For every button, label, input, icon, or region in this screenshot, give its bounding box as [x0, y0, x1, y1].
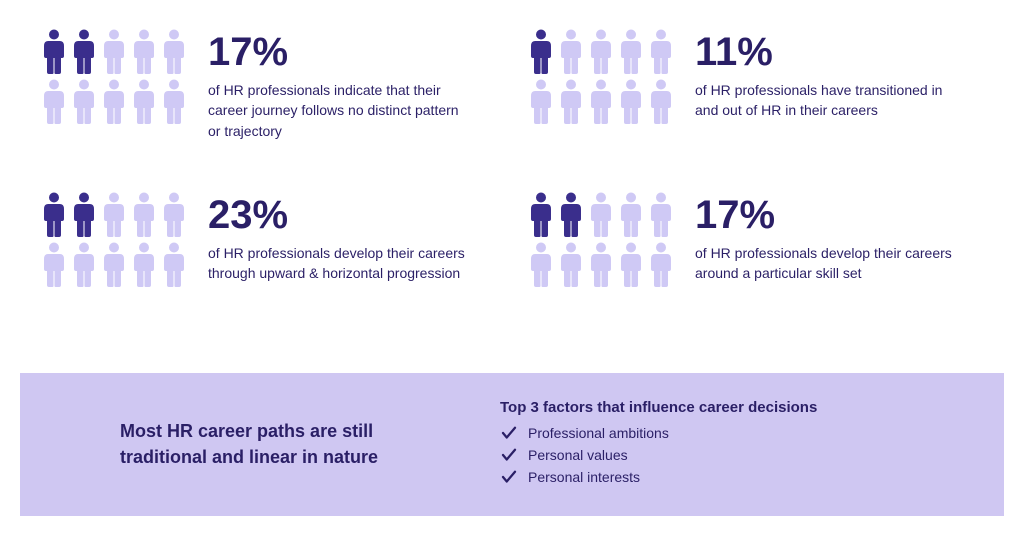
check-icon: [500, 424, 518, 442]
person-icon: [70, 28, 98, 74]
people-row: [40, 28, 188, 74]
person-icon: [160, 241, 188, 287]
factor-label: Personal values: [528, 447, 628, 463]
person-icon: [40, 78, 68, 124]
person-icon: [130, 191, 158, 237]
stat-block: 23% of HR professionals develop their car…: [40, 191, 497, 287]
person-icon: [130, 78, 158, 124]
person-icon: [160, 78, 188, 124]
factor-item: Personal values: [500, 446, 964, 464]
person-icon: [617, 28, 645, 74]
stat-percent: 17%: [695, 195, 984, 235]
person-icon: [647, 28, 675, 74]
people-row: [40, 241, 188, 287]
person-icon: [617, 78, 645, 124]
people-row: [40, 191, 188, 237]
stat-text: 23% of HR professionals develop their car…: [208, 191, 497, 284]
person-icon: [587, 28, 615, 74]
person-icon: [527, 191, 555, 237]
footer-headline: Most HR career paths are still tradition…: [120, 419, 440, 469]
person-icon: [587, 191, 615, 237]
factor-item: Professional ambitions: [500, 424, 964, 442]
factor-label: Personal interests: [528, 469, 640, 485]
stats-grid: 17% of HR professionals indicate that the…: [0, 0, 1024, 307]
person-icon: [617, 191, 645, 237]
person-icon: [527, 241, 555, 287]
person-icon: [70, 241, 98, 287]
person-icon: [100, 28, 128, 74]
person-icon: [647, 78, 675, 124]
person-icon: [100, 191, 128, 237]
person-icon: [557, 241, 585, 287]
person-icon: [647, 191, 675, 237]
person-icon: [70, 78, 98, 124]
person-icon: [527, 28, 555, 74]
person-icon: [527, 78, 555, 124]
stat-block: 11% of HR professionals have transitioned…: [527, 28, 984, 141]
factor-label: Professional ambitions: [528, 425, 669, 441]
stat-percent: 11%: [695, 32, 984, 72]
person-icon: [100, 78, 128, 124]
stat-block: 17% of HR professionals develop their car…: [527, 191, 984, 287]
person-icon: [647, 241, 675, 287]
person-icon: [40, 191, 68, 237]
stat-text: 11% of HR professionals have transitioned…: [695, 28, 984, 121]
stat-block: 17% of HR professionals indicate that the…: [40, 28, 497, 141]
person-icon: [557, 191, 585, 237]
people-pictogram: [40, 191, 188, 287]
stat-percent: 17%: [208, 32, 497, 72]
stat-text: 17% of HR professionals develop their car…: [695, 191, 984, 284]
check-icon: [500, 446, 518, 464]
factors-title: Top 3 factors that influence career deci…: [500, 399, 964, 416]
people-row: [527, 28, 675, 74]
person-icon: [160, 191, 188, 237]
person-icon: [587, 78, 615, 124]
footer-bar: Most HR career paths are still tradition…: [20, 373, 1004, 516]
person-icon: [557, 28, 585, 74]
person-icon: [160, 28, 188, 74]
factors-list: Professional ambitions Personal values P…: [500, 424, 964, 486]
stat-text: 17% of HR professionals indicate that the…: [208, 28, 497, 141]
factor-item: Personal interests: [500, 468, 964, 486]
person-icon: [130, 28, 158, 74]
person-icon: [40, 28, 68, 74]
stat-description: of HR professionals develop their career…: [208, 243, 468, 284]
person-icon: [617, 241, 645, 287]
person-icon: [70, 191, 98, 237]
stat-description: of HR professionals have transitioned in…: [695, 80, 955, 121]
stat-percent: 23%: [208, 195, 497, 235]
check-icon: [500, 468, 518, 486]
person-icon: [557, 78, 585, 124]
people-pictogram: [40, 28, 188, 124]
people-row: [40, 78, 188, 124]
people-pictogram: [527, 28, 675, 124]
people-row: [527, 191, 675, 237]
person-icon: [130, 241, 158, 287]
stat-description: of HR professionals develop their career…: [695, 243, 955, 284]
stat-description: of HR professionals indicate that their …: [208, 80, 468, 141]
people-row: [527, 241, 675, 287]
people-pictogram: [527, 191, 675, 287]
person-icon: [587, 241, 615, 287]
person-icon: [100, 241, 128, 287]
footer-factors: Top 3 factors that influence career deci…: [500, 399, 964, 490]
person-icon: [40, 241, 68, 287]
people-row: [527, 78, 675, 124]
